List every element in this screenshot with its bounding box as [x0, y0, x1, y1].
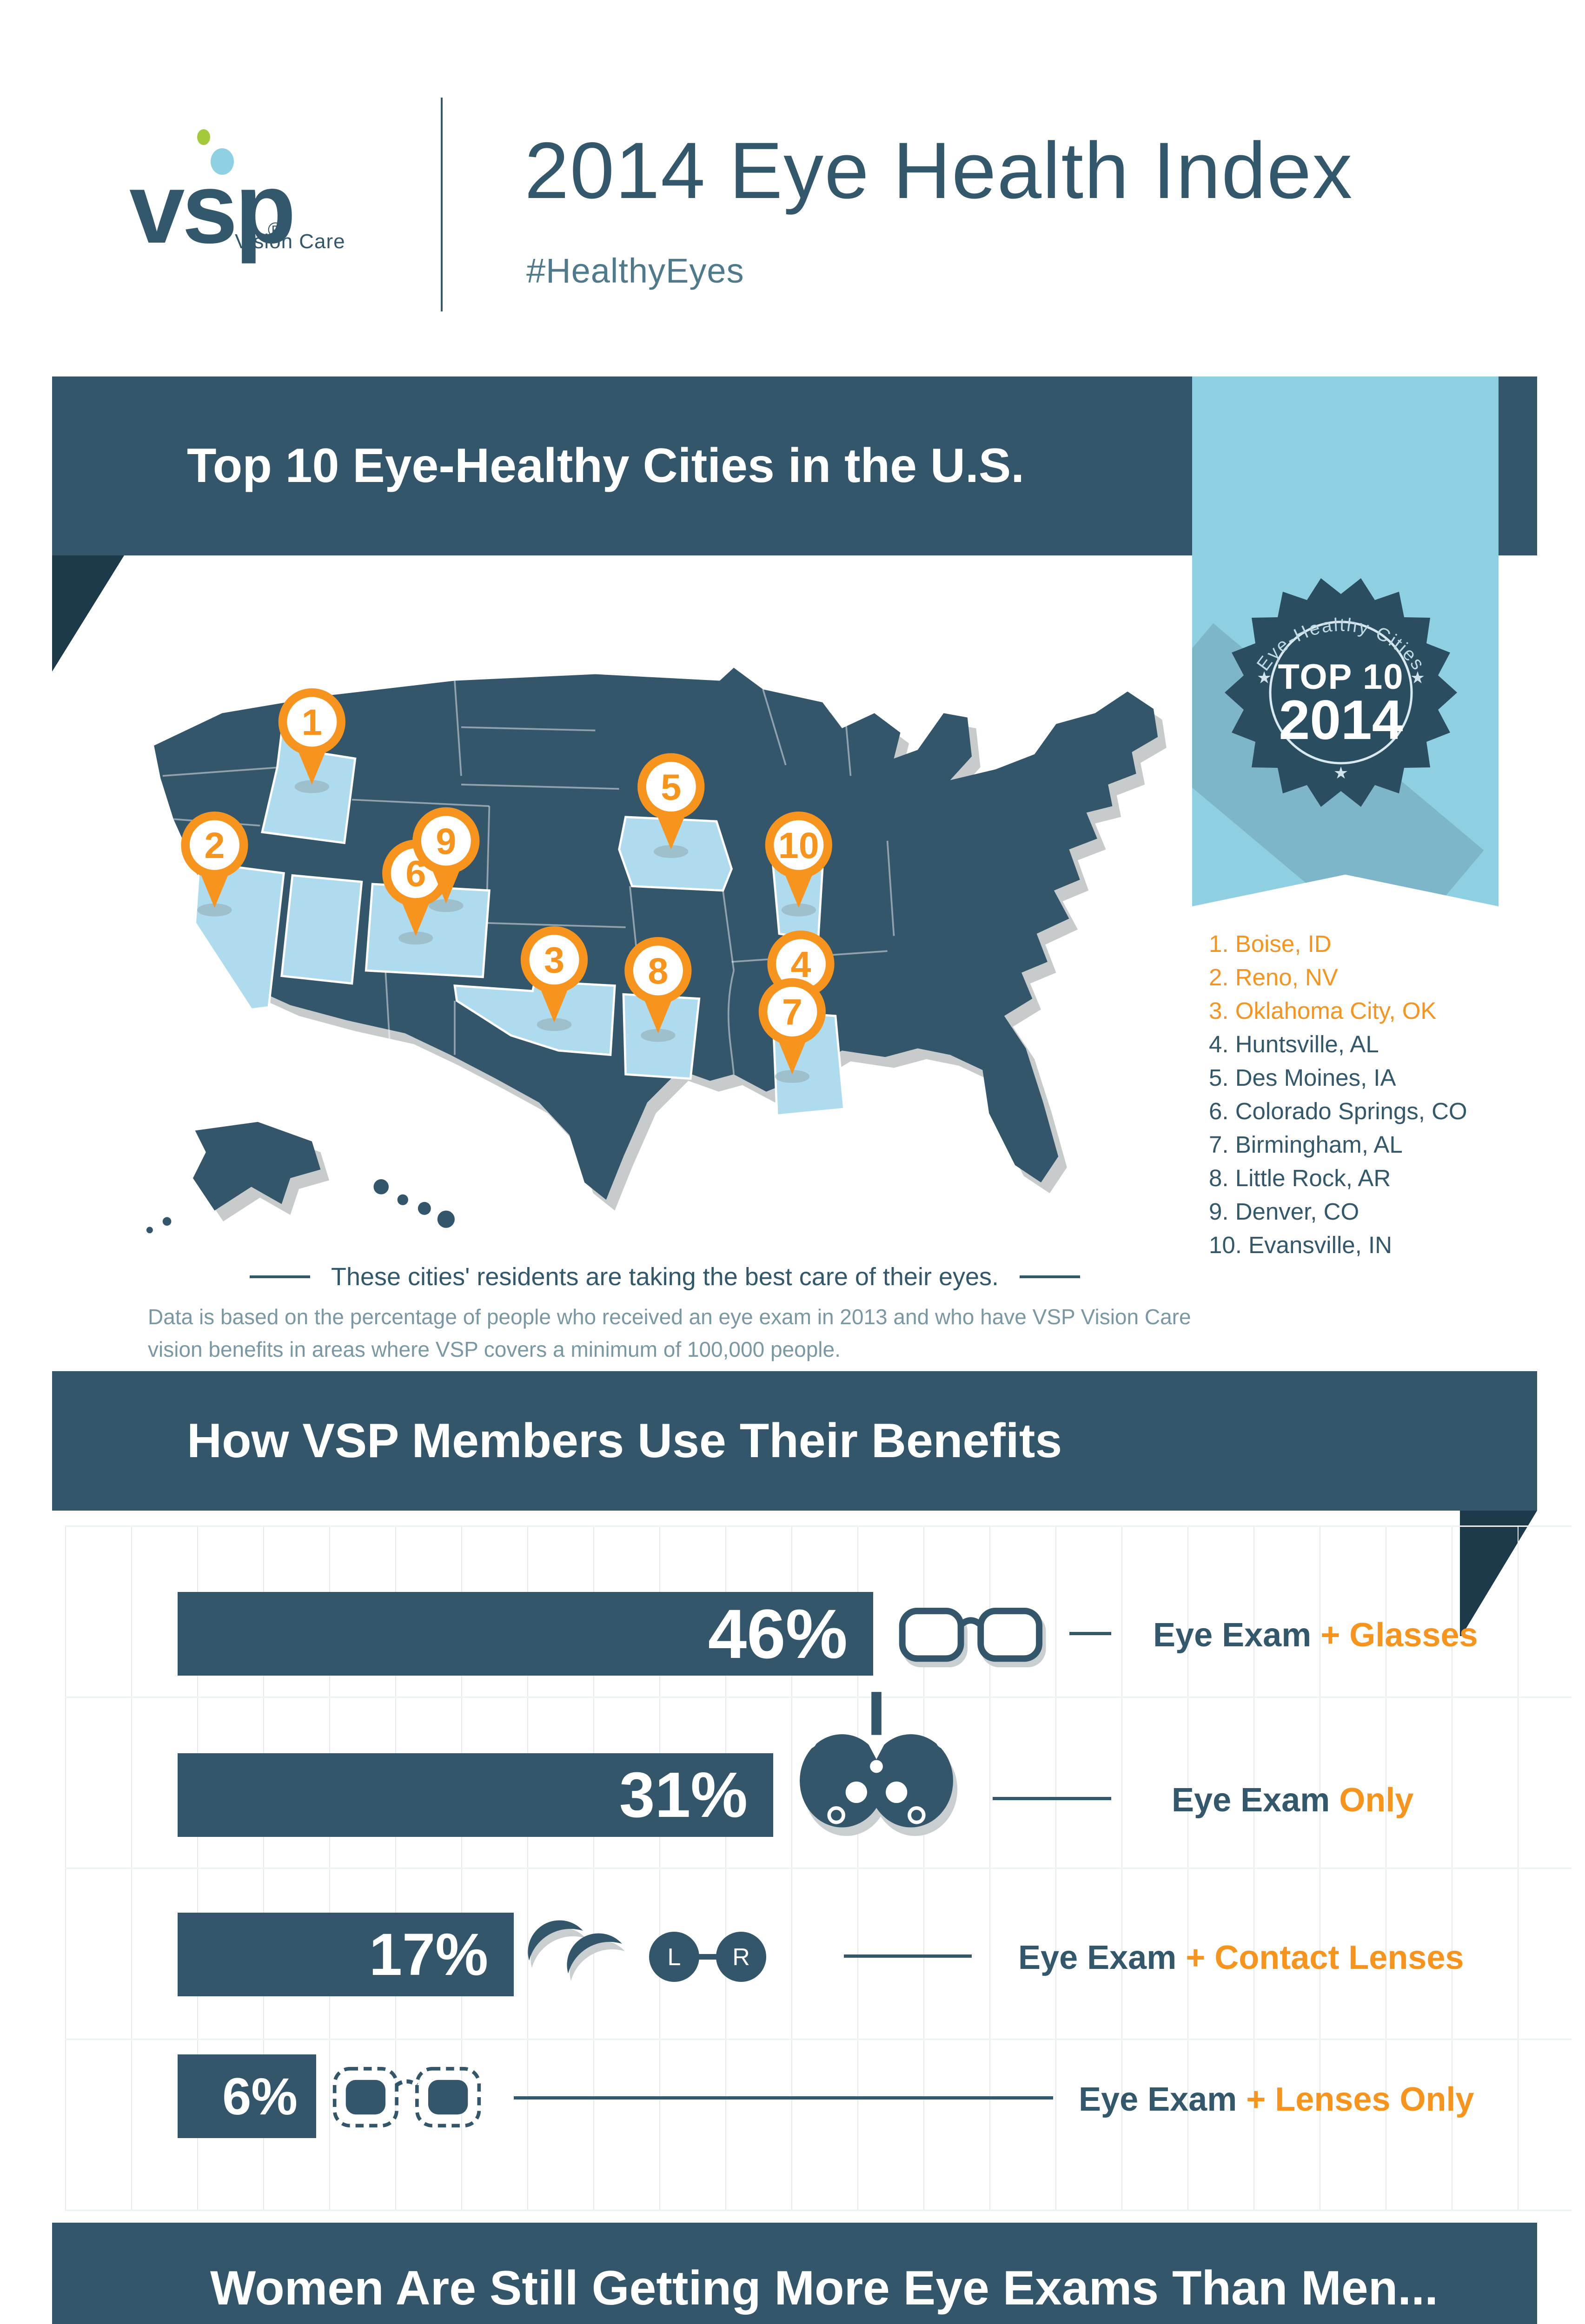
- svg-text:1: 1: [302, 701, 322, 743]
- svg-text:L: L: [668, 1944, 681, 1971]
- chart-row-contacts: 17% L R Eye Exam + Contact Lenses: [0, 1913, 1585, 1996]
- hawaii: [373, 1179, 455, 1228]
- bar-value: 6%: [222, 2067, 298, 2126]
- map-caption: These cities' residents are taking the b…: [139, 1262, 1190, 1291]
- svg-text:9: 9: [436, 820, 456, 862]
- alaska: [192, 1122, 321, 1211]
- svg-text:3: 3: [544, 939, 564, 981]
- map-footnote: Data is based on the percentage of peopl…: [148, 1305, 1191, 1361]
- bar-31: 31%: [178, 1753, 773, 1837]
- chart-row-glasses: 46% Eye Exam + Glasses: [0, 1592, 1585, 1676]
- badge-title: TOP 10: [1278, 657, 1404, 697]
- map-pin-3: 3: [520, 926, 588, 1031]
- svg-text:10: 10: [778, 825, 819, 866]
- list-item: 2. Reno, NV: [1209, 964, 1338, 990]
- connector-line: [844, 1954, 972, 1958]
- city-ranking-list: 1. Boise, ID 2. Reno, NV 3. Oklahoma Cit…: [1209, 927, 1572, 1262]
- us-mainland: [154, 667, 1158, 1200]
- chart-row-exam-only: 31% Eye Exam Only: [0, 1692, 1585, 1837]
- benefits-banner: How VSP Members Use Their Benefits: [52, 1371, 1537, 1511]
- vsp-logo-green-dot: [197, 129, 210, 145]
- svg-text:7: 7: [782, 991, 802, 1032]
- map-pin-1: 1: [278, 688, 345, 793]
- top-cities-banner-title: Top 10 Eye-Healthy Cities in the U.S.: [187, 439, 1025, 493]
- award-ribbon: Eye-Healthy Cities ★ ★ ★ TOP 10 2014: [1192, 376, 1499, 906]
- banner-fold-left: [52, 555, 124, 672]
- header-divider: [441, 98, 443, 311]
- bar-46: 46%: [178, 1592, 873, 1676]
- women-banner-title: Women Are Still Getting More Eye Exams T…: [210, 2261, 1438, 2315]
- bar-label: Eye Exam Only: [1172, 1782, 1414, 1819]
- map-pin-2: 2: [181, 812, 248, 917]
- badge-star-left: ★: [1257, 668, 1272, 687]
- us-map: 1 2 5 6 9 10 3 8 4 7: [146, 667, 1167, 1234]
- contact-lenses-icon: L R: [528, 1920, 766, 1982]
- map-pins: 1 2 5 6 9 10 3 8 4 7: [181, 688, 835, 1083]
- map-pin-7: 7: [758, 978, 826, 1083]
- map-pin-8: 8: [624, 937, 692, 1042]
- list-item: 7. Birmingham, AL: [1209, 1131, 1403, 1158]
- svg-text:2: 2: [204, 825, 225, 866]
- list-item: 9. Denver, CO: [1209, 1198, 1360, 1225]
- badge-year: 2014: [1279, 689, 1403, 751]
- list-item: 3. Oklahoma City, OK: [1209, 997, 1437, 1024]
- bar-value: 46%: [708, 1594, 848, 1673]
- svg-text:8: 8: [648, 950, 668, 991]
- badge-star-bottom: ★: [1333, 763, 1348, 782]
- list-item: 5. Des Moines, IA: [1209, 1064, 1396, 1091]
- header: vsp ® Vision Care 2014 Eye Health Index …: [0, 0, 1585, 376]
- state-utah: [280, 874, 363, 985]
- vsp-logo-tagline: Vision Care: [235, 230, 345, 253]
- list-item: 10. Evansville, IN: [1209, 1232, 1393, 1258]
- connector-line: [514, 2096, 1053, 2100]
- benefits-banner-title: How VSP Members Use Their Benefits: [187, 1414, 1062, 1468]
- bar-17: 17%: [178, 1913, 514, 1996]
- map-pin-10: 10: [765, 812, 832, 917]
- svg-text:R: R: [732, 1944, 750, 1971]
- chart-row-lenses-only: 6% Eye Exam + Lenses Only: [0, 2054, 1585, 2138]
- vsp-logo-word: vsp: [129, 152, 296, 264]
- vsp-logo-blue-dot: [211, 148, 234, 175]
- bar-value: 17%: [369, 1921, 488, 1988]
- list-item: 4. Huntsville, AL: [1209, 1031, 1379, 1057]
- list-item: 6. Colorado Springs, CO: [1209, 1098, 1467, 1124]
- bar-label: Eye Exam + Lenses Only: [1079, 2081, 1474, 2118]
- bar-6: 6%: [178, 2054, 316, 2138]
- women-banner: Women Are Still Getting More Eye Exams T…: [52, 2223, 1537, 2324]
- state-oklahoma: [453, 980, 616, 1056]
- badge-star-right: ★: [1410, 668, 1425, 687]
- registered-mark: ®: [268, 218, 283, 241]
- connector-line: [1069, 1632, 1111, 1635]
- map-pin-5: 5: [637, 753, 705, 858]
- bar-label: Eye Exam + Contact Lenses: [1018, 1939, 1464, 1976]
- svg-text:4: 4: [790, 944, 811, 985]
- svg-text:5: 5: [661, 766, 681, 807]
- caption-dash-left: [249, 1275, 310, 1278]
- bar-label: Eye Exam + Glasses: [1153, 1617, 1478, 1654]
- list-item: 8. Little Rock, AR: [1209, 1165, 1391, 1191]
- list-item: 1. Boise, ID: [1209, 931, 1332, 957]
- map-pin-9: 9: [412, 807, 480, 912]
- hashtag: #HealthyEyes: [526, 251, 744, 290]
- caption-dash-right: [1020, 1275, 1081, 1278]
- map-caption-text: These cities' residents are taking the b…: [331, 1263, 999, 1291]
- bar-value: 31%: [619, 1759, 748, 1831]
- page-title: 2014 Eye Health Index: [524, 126, 1353, 215]
- dashed-glasses-icon: [332, 2067, 481, 2128]
- glasses-icon: [899, 1608, 1046, 1667]
- connector-line: [993, 1797, 1111, 1800]
- top10-badge: Eye-Healthy Cities ★ ★ ★ TOP 10 2014: [1225, 578, 1457, 807]
- phoropter-icon: [800, 1692, 958, 1836]
